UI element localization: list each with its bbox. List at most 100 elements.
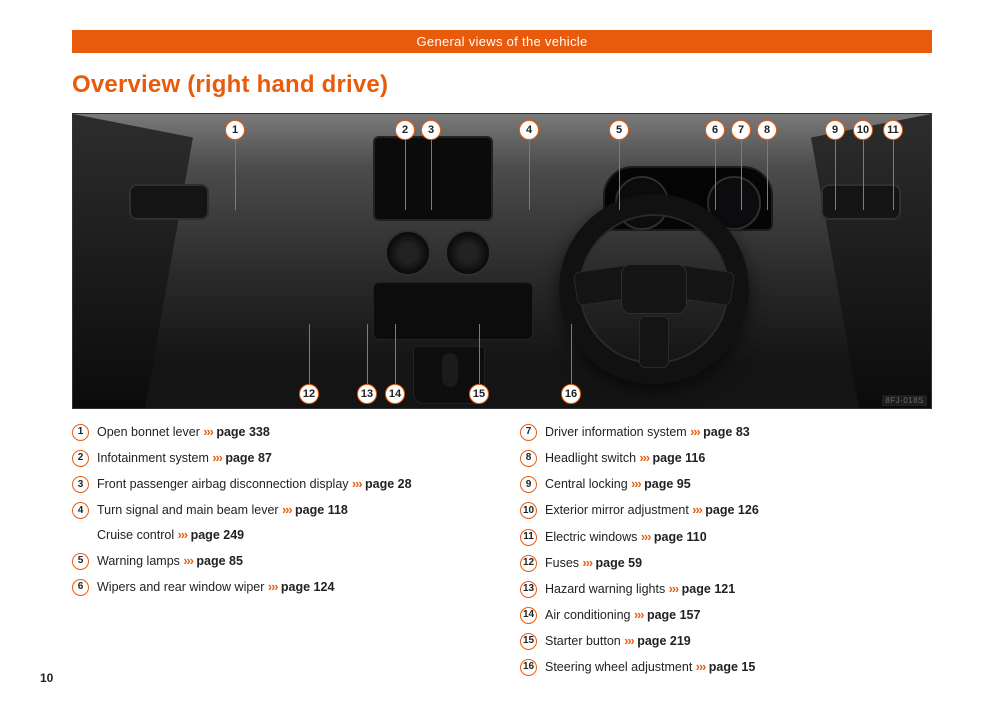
- legend-item-12: 12 Fuses ››› page 59: [520, 554, 932, 572]
- callout-12: 12: [299, 384, 319, 404]
- leader-2: [405, 140, 406, 210]
- legend-text: Warning lamps ››› page 85: [97, 552, 484, 570]
- legend-number-icon: 6: [72, 579, 89, 596]
- callout-15: 15: [469, 384, 489, 404]
- callout-5: 5: [609, 120, 629, 140]
- legend-text: Electric windows ››› page 110: [545, 528, 932, 546]
- legend-number-icon: 7: [520, 424, 537, 441]
- callout-13: 13: [357, 384, 377, 404]
- wheel-hub: [621, 264, 687, 314]
- legend-item-5: 5 Warning lamps ››› page 85: [72, 552, 484, 570]
- legend-number-icon: 9: [520, 476, 537, 493]
- steering-wheel: [559, 194, 749, 384]
- legend-number-icon: 5: [72, 553, 89, 570]
- leader-3: [431, 140, 432, 210]
- legend-item-9: 9 Central locking ››› page 95: [520, 475, 932, 493]
- air-vent-center-2: [445, 230, 491, 276]
- legend-text: Headlight switch ››› page 116: [545, 449, 932, 467]
- legend-text: Front passenger airbag disconnection dis…: [97, 475, 484, 493]
- legend: 1 Open bonnet lever ››› page 338 2 Infotain…: [72, 423, 932, 684]
- leader-10: [863, 140, 864, 210]
- legend-text: Exterior mirror adjustment ››› page 126: [545, 501, 932, 519]
- leader-4: [529, 140, 530, 210]
- legend-text: Starter button ››› page 219: [545, 632, 932, 650]
- legend-item-15: 15 Starter button ››› page 219: [520, 632, 932, 650]
- header-bar: General views of the vehicle: [72, 30, 932, 53]
- legend-text: Fuses ››› page 59: [545, 554, 932, 572]
- air-vent-left: [129, 184, 209, 220]
- air-vent-center-1: [385, 230, 431, 276]
- legend-item-1: 1 Open bonnet lever ››› page 338: [72, 423, 484, 441]
- legend-item-4: 4 Turn signal and main beam lever ››› pag…: [72, 501, 484, 519]
- leader-15: [479, 324, 480, 384]
- callout-4: 4: [519, 120, 539, 140]
- infotainment-screen: [373, 136, 493, 221]
- dashboard-illustration: [73, 114, 931, 408]
- callout-11: 11: [883, 120, 903, 140]
- center-stack: [373, 282, 533, 340]
- legend-number-icon: 2: [72, 450, 89, 467]
- legend-item-13: 13 Hazard warning lights ››› page 121: [520, 580, 932, 598]
- callout-8: 8: [757, 120, 777, 140]
- page-number: 10: [40, 671, 53, 685]
- legend-column-left: 1 Open bonnet lever ››› page 338 2 Infotain…: [72, 423, 484, 684]
- leader-7: [741, 140, 742, 210]
- leader-14: [395, 324, 396, 384]
- legend-item-11: 11 Electric windows ››› page 110: [520, 528, 932, 546]
- leader-5: [619, 140, 620, 210]
- legend-text: Hazard warning lights ››› page 121: [545, 580, 932, 598]
- legend-number-icon: 11: [520, 529, 537, 546]
- legend-item-10: 10 Exterior mirror adjustment ››› page 12…: [520, 501, 932, 519]
- legend-number-icon: 8: [520, 450, 537, 467]
- image-reference-code: 8FJ-018S: [882, 395, 927, 406]
- callout-2: 2: [395, 120, 415, 140]
- legend-item-7: 7 Driver information system ››› page 83: [520, 423, 932, 441]
- legend-number-icon: 14: [520, 607, 537, 624]
- callout-10: 10: [853, 120, 873, 140]
- leader-12: [309, 324, 310, 384]
- leader-9: [835, 140, 836, 210]
- legend-text: Wipers and rear window wiper ››› page 12…: [97, 578, 484, 596]
- page-content: General views of the vehicle Overview (r…: [72, 30, 932, 689]
- legend-number-icon: 4: [72, 502, 89, 519]
- leader-8: [767, 140, 768, 210]
- legend-number-icon: 16: [520, 659, 537, 676]
- callout-16: 16: [561, 384, 581, 404]
- leader-16: [571, 324, 572, 384]
- legend-text: Air conditioning ››› page 157: [545, 606, 932, 624]
- callout-3: 3: [421, 120, 441, 140]
- legend-text: Open bonnet lever ››› page 338: [97, 423, 484, 441]
- callout-14: 14: [385, 384, 405, 404]
- legend-text: Central locking ››› page 95: [545, 475, 932, 493]
- air-vent-right: [821, 184, 901, 220]
- legend-text: Infotainment system ››› page 87: [97, 449, 484, 467]
- legend-text: Turn signal and main beam lever ››› page…: [97, 501, 484, 519]
- callout-6: 6: [705, 120, 725, 140]
- header-title: General views of the vehicle: [417, 34, 588, 49]
- leader-13: [367, 324, 368, 384]
- legend-item-3: 3 Front passenger airbag disconnection di…: [72, 475, 484, 493]
- section-title: Overview (right hand drive): [72, 71, 932, 99]
- door-left: [73, 114, 193, 408]
- legend-column-right: 7Driver information system ››› page 838H…: [520, 423, 932, 684]
- legend-number-icon: 1: [72, 424, 89, 441]
- legend-number-icon: 12: [520, 555, 537, 572]
- legend-number-icon: 3: [72, 476, 89, 493]
- legend-number-icon: 10: [520, 502, 537, 519]
- leader-1: [235, 140, 236, 210]
- legend-item-2: 2 Infotainment system ››› page 87: [72, 449, 484, 467]
- legend-number-icon: 15: [520, 633, 537, 650]
- callout-9: 9: [825, 120, 845, 140]
- legend-number-icon: 13: [520, 581, 537, 598]
- legend-subitem: Cruise control ››› page 249: [97, 526, 484, 544]
- wheel-spoke-bottom: [639, 316, 669, 368]
- legend-text: Driver information system ››› page 83: [545, 423, 932, 441]
- legend-text: Steering wheel adjustment ››› page 15: [545, 658, 932, 676]
- legend-item-8: 8 Headlight switch ››› page 116: [520, 449, 932, 467]
- legend-item-16: 16 Steering wheel adjustment ››› page 15: [520, 658, 932, 676]
- callout-1: 1: [225, 120, 245, 140]
- door-right: [811, 114, 931, 408]
- legend-item-6: 6 Wipers and rear window wiper ››› page 1…: [72, 578, 484, 596]
- leader-6: [715, 140, 716, 210]
- leader-11: [893, 140, 894, 210]
